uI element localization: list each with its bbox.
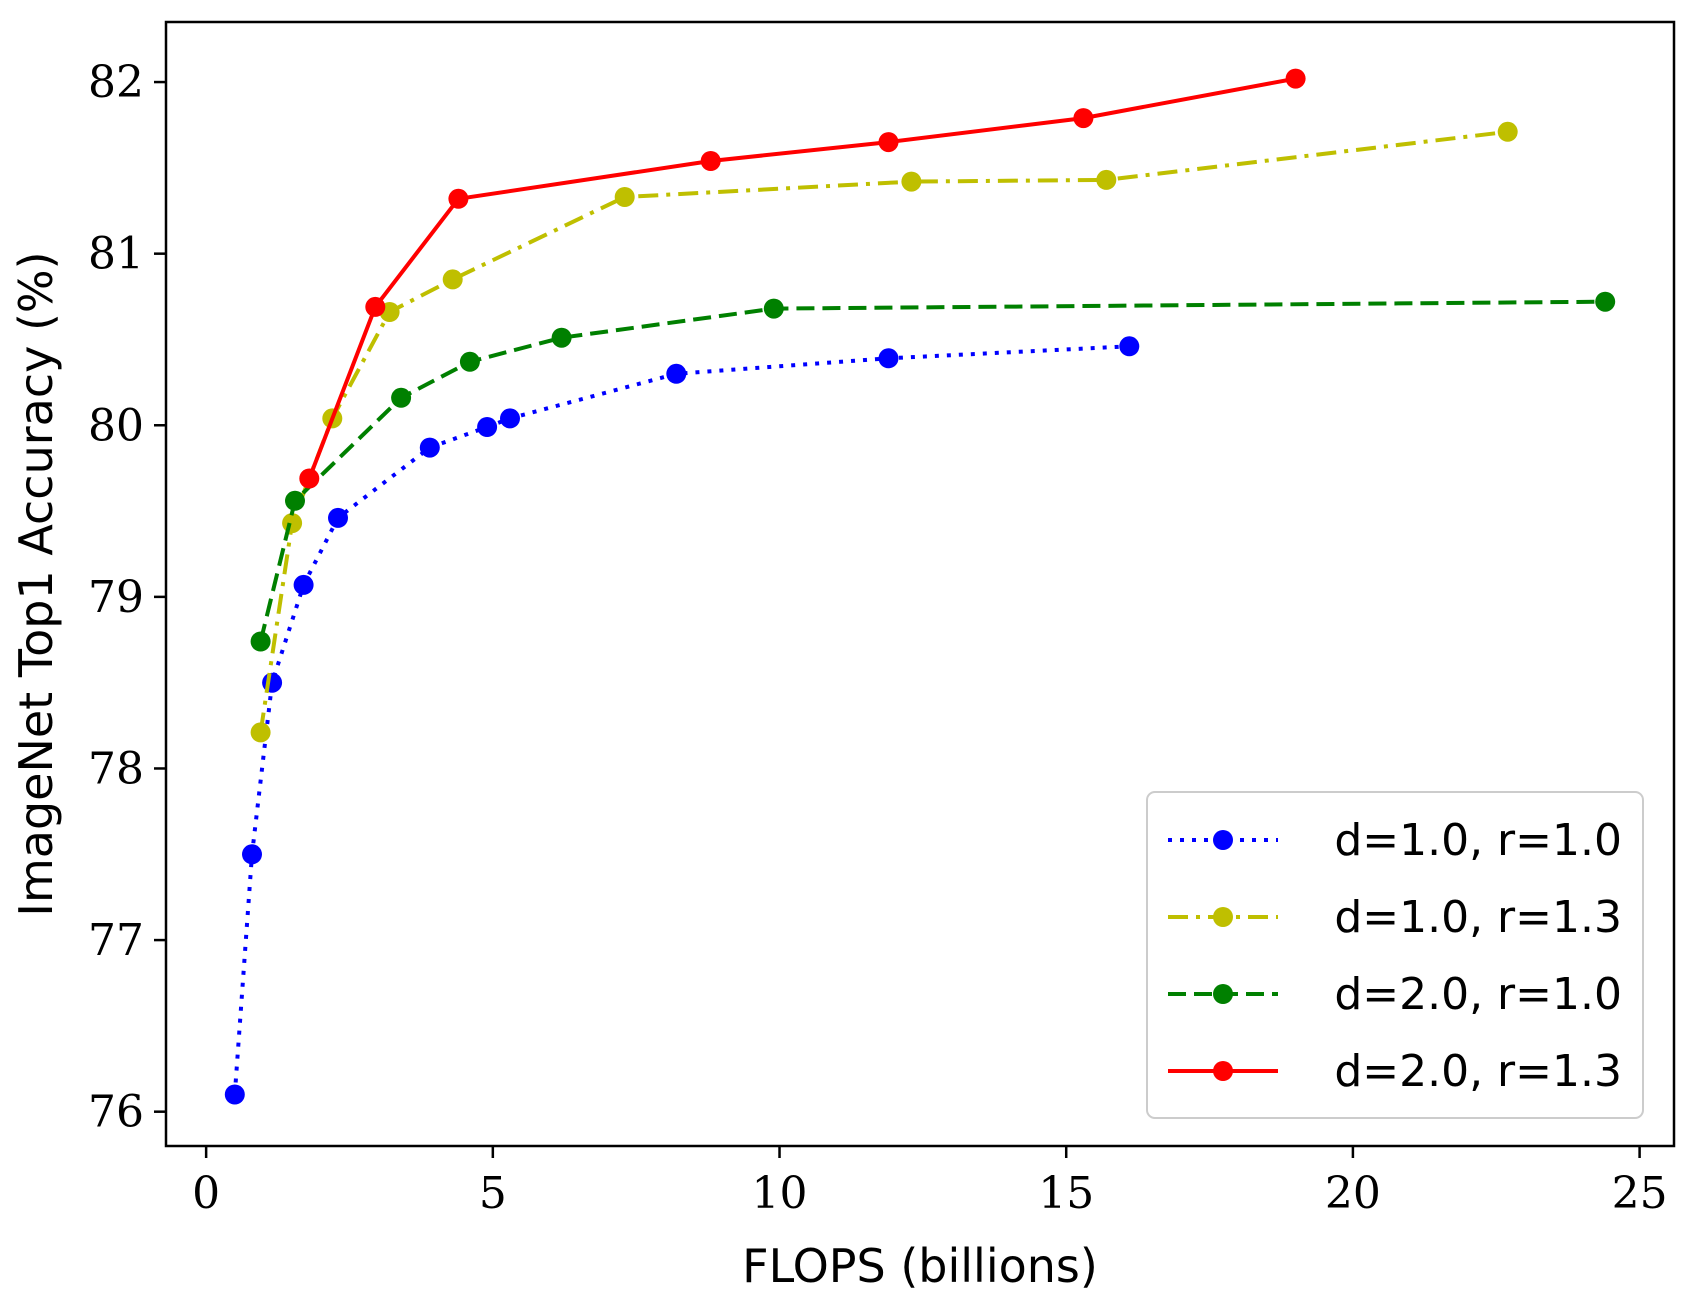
x-axis-label: FLOPS (billions) <box>742 1239 1098 1293</box>
x-tick-label: 15 <box>1038 1168 1094 1219</box>
x-axis-ticks: 0 5 10 15 20 25 <box>192 1146 1668 1219</box>
data-point <box>500 408 520 429</box>
data-point <box>666 363 687 384</box>
data-point <box>285 490 305 511</box>
legend-frame <box>1146 791 1644 1119</box>
y-tick-label: 76 <box>88 1087 144 1138</box>
data-point <box>250 722 271 743</box>
data-point <box>1119 336 1140 357</box>
series-line <box>232 344 1130 1095</box>
data-point <box>551 327 572 348</box>
legend-marker <box>1213 907 1233 927</box>
series-layer <box>224 68 1616 1105</box>
data-point <box>763 298 784 319</box>
data-point <box>901 171 922 192</box>
data-point <box>1285 68 1306 89</box>
legend-label: d=1.0, r=1.3 <box>1334 892 1622 943</box>
data-point <box>282 513 303 534</box>
data-point <box>391 387 412 408</box>
legend-marker <box>1213 1061 1233 1081</box>
x-tick-label: 10 <box>752 1168 808 1219</box>
data-point <box>614 187 635 207</box>
y-axis-ticks: 76 77 78 79 80 81 82 <box>88 57 166 1138</box>
y-axis-label: ImageNet Top1 Accuracy (%) <box>9 251 63 916</box>
legend-label: d=2.0, r=1.0 <box>1334 969 1622 1020</box>
x-tick-label: 5 <box>479 1168 507 1219</box>
x-tick-label: 0 <box>192 1168 220 1219</box>
data-point <box>365 296 386 317</box>
data-point <box>448 188 469 209</box>
data-point <box>1096 169 1117 190</box>
y-tick-label: 80 <box>88 400 144 451</box>
data-point <box>1595 291 1616 312</box>
legend-marker <box>1213 830 1233 850</box>
legend-marker <box>1213 984 1233 1004</box>
data-point <box>442 269 463 290</box>
legend-label: d=1.0, r=1.0 <box>1334 815 1622 866</box>
series-4 <box>299 68 1306 489</box>
series-3 <box>250 291 1616 652</box>
series-2 <box>250 121 1518 743</box>
data-point <box>878 132 899 153</box>
legend-label: d=2.0, r=1.3 <box>1334 1046 1622 1097</box>
data-point <box>242 844 262 865</box>
data-point <box>293 574 314 595</box>
data-point <box>459 351 480 372</box>
y-tick-label: 78 <box>88 743 144 794</box>
legend: d=1.0, r=1.0 d=1.0, r=1.3 d=2.0, r=1.0 d=2.… <box>1146 791 1644 1119</box>
y-tick-label: 77 <box>88 915 144 966</box>
data-point <box>328 507 348 528</box>
series-line <box>258 299 1606 642</box>
plot-frame <box>164 20 1676 1148</box>
data-point <box>1073 108 1094 129</box>
data-point <box>224 1084 245 1105</box>
data-point <box>1497 121 1518 142</box>
data-point <box>419 437 440 458</box>
data-point <box>700 151 721 171</box>
x-tick-label: 25 <box>1612 1168 1668 1219</box>
data-point <box>878 348 899 369</box>
series-line <box>258 129 1508 733</box>
y-tick-label: 79 <box>88 572 144 623</box>
data-point <box>299 468 320 489</box>
y-tick-label: 81 <box>88 229 144 280</box>
y-tick-label: 82 <box>88 57 144 108</box>
data-point <box>250 631 271 652</box>
x-tick-label: 20 <box>1325 1168 1381 1219</box>
series-1 <box>224 336 1140 1105</box>
data-point <box>477 417 498 437</box>
